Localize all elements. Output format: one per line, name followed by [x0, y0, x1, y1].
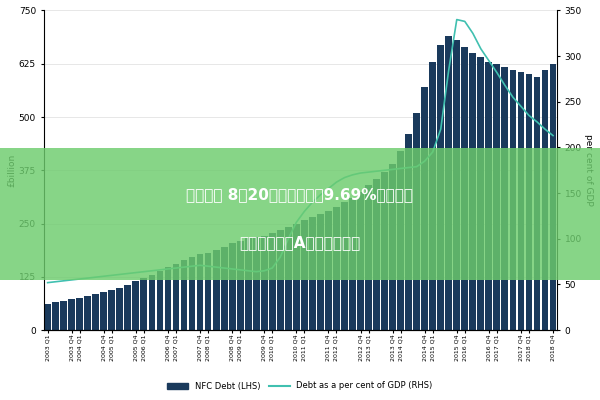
Bar [164, 268, 172, 330]
Bar [518, 72, 524, 330]
Bar [341, 202, 348, 330]
Bar [92, 294, 99, 330]
Bar [76, 298, 83, 330]
Bar [454, 40, 460, 330]
Bar [365, 185, 372, 330]
Bar [397, 151, 404, 330]
Bar [373, 179, 380, 330]
Bar [109, 290, 115, 330]
Bar [269, 233, 275, 330]
Y-axis label: per cent of GDP: per cent of GDP [584, 134, 593, 206]
Bar [237, 241, 244, 330]
Bar [445, 36, 452, 330]
Bar [493, 64, 500, 330]
Bar [60, 301, 67, 330]
Bar [533, 76, 541, 330]
Bar [301, 220, 308, 330]
Bar [429, 62, 436, 330]
Bar [245, 238, 251, 330]
Bar [550, 64, 556, 330]
Bar [317, 214, 324, 330]
Bar [542, 70, 548, 330]
Bar [157, 271, 163, 330]
Bar [116, 288, 123, 330]
Bar [261, 236, 268, 330]
Bar [212, 250, 220, 330]
Bar [325, 211, 332, 330]
Y-axis label: £billion: £billion [7, 154, 16, 187]
Bar [181, 260, 187, 330]
Bar [205, 252, 211, 330]
Text: 股权配资 8月20日申晡科技涨9.69%，东方红: 股权配资 8月20日申晡科技涨9.69%，东方红 [187, 187, 413, 202]
Text: 远见价値混合A基金重仓该股: 远见价値混合A基金重仓该股 [239, 236, 361, 250]
Bar [140, 278, 148, 330]
Bar [133, 281, 139, 330]
Bar [52, 302, 59, 330]
Bar [68, 300, 75, 330]
Bar [485, 62, 492, 330]
Bar [526, 74, 532, 330]
Bar [405, 134, 412, 330]
Bar [502, 67, 508, 330]
Bar [421, 87, 428, 330]
Bar [44, 304, 51, 330]
Bar [389, 164, 396, 330]
Bar [277, 230, 284, 330]
Bar [309, 217, 316, 330]
Bar [349, 198, 356, 330]
Bar [253, 237, 260, 330]
Bar [85, 296, 91, 330]
Bar [413, 113, 420, 330]
Bar [221, 247, 227, 330]
Bar [469, 53, 476, 330]
Bar [478, 57, 484, 330]
Bar [197, 254, 203, 330]
Bar [229, 243, 236, 330]
Bar [293, 224, 300, 330]
Bar [357, 192, 364, 330]
Bar [437, 44, 444, 330]
Bar [461, 47, 468, 330]
Bar [509, 70, 517, 330]
Bar [381, 172, 388, 330]
Bar [124, 284, 131, 330]
Bar [149, 275, 155, 330]
Bar [285, 227, 292, 330]
Bar [188, 257, 196, 330]
Bar [333, 206, 340, 330]
Bar [100, 292, 107, 330]
Bar [173, 264, 179, 330]
Legend: NFC Debt (LHS), Debt as a per cent of GDP (RHS): NFC Debt (LHS), Debt as a per cent of GD… [164, 378, 436, 394]
